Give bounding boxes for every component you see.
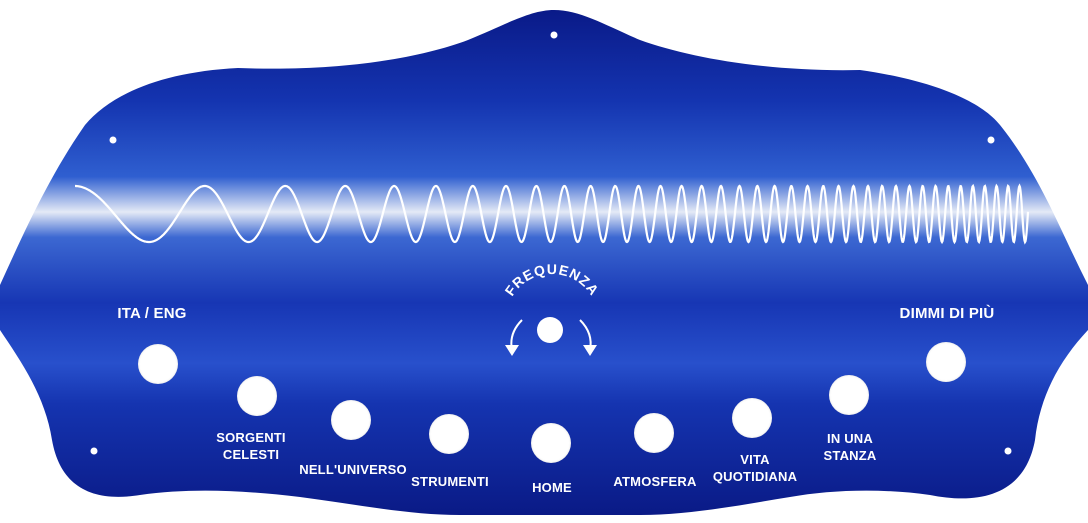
vita-quotidiana-button[interactable] bbox=[732, 398, 772, 438]
in-una-stanza-button[interactable] bbox=[829, 375, 869, 415]
sorgenti-label-1: SORGENTI bbox=[216, 430, 286, 445]
sorgenti-celesti-button[interactable] bbox=[237, 376, 277, 416]
strumenti-button[interactable] bbox=[429, 414, 469, 454]
sorgenti-label-2: CELESTI bbox=[222, 447, 280, 462]
stanza-label-1: IN UNA bbox=[827, 431, 873, 446]
screw bbox=[90, 447, 98, 455]
ita-eng-label: ITA / ENG bbox=[117, 305, 187, 322]
home-button[interactable] bbox=[531, 423, 571, 463]
universo-label: NELL'UNIVERSO bbox=[299, 462, 407, 477]
atmosfera-button[interactable] bbox=[634, 413, 674, 453]
vita-label-2: QUOTIDIANA bbox=[712, 469, 798, 484]
home-label: HOME bbox=[532, 480, 572, 495]
chirp-wave-icon bbox=[75, 183, 1030, 245]
screw bbox=[109, 136, 117, 144]
dimmi-label: DIMMI DI PIÙ bbox=[899, 305, 995, 322]
vita-label-1: VITA bbox=[740, 452, 770, 467]
screw bbox=[550, 31, 558, 39]
screw bbox=[987, 136, 995, 144]
ita-eng-button[interactable] bbox=[138, 344, 178, 384]
frequency-knob[interactable] bbox=[537, 317, 563, 343]
atmosfera-label: ATMOSFERA bbox=[613, 474, 697, 489]
strumenti-label: STRUMENTI bbox=[411, 474, 489, 489]
dimmi-button[interactable] bbox=[926, 342, 966, 382]
universo-button[interactable] bbox=[331, 400, 371, 440]
screw bbox=[1004, 447, 1012, 455]
stanza-label-2: STANZA bbox=[823, 448, 877, 463]
